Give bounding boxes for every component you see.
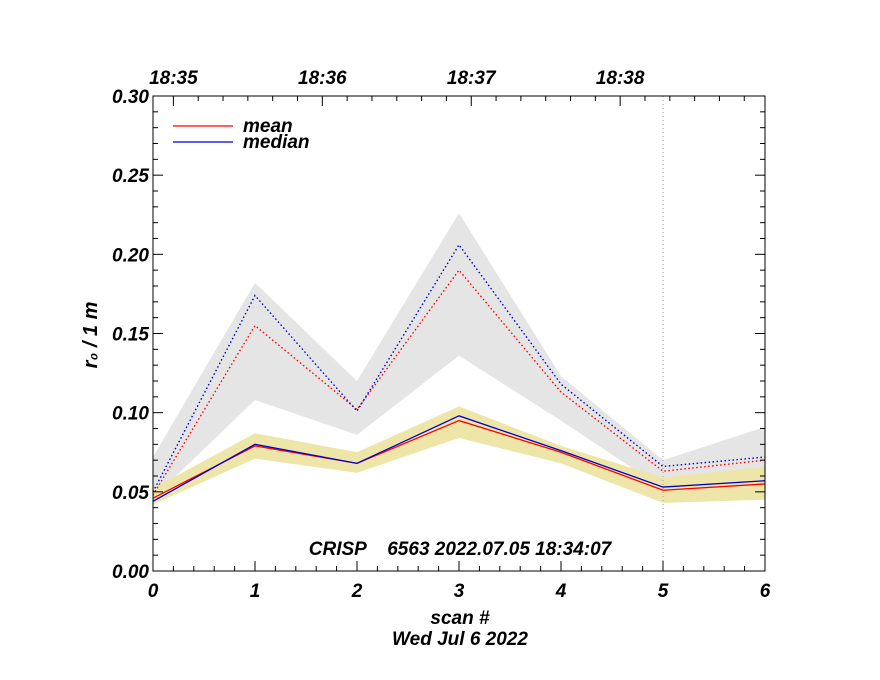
labels-layer: scan # Wed Jul 6 2022 CRISP 6563 2022.07… xyxy=(80,302,613,650)
series-line-1 xyxy=(152,415,766,502)
lines-layer xyxy=(152,243,766,502)
x-tick-label: 0 xyxy=(148,581,159,602)
y-tick-label: 0.30 xyxy=(112,87,149,108)
y-tick-label: 0.10 xyxy=(112,404,149,425)
bands-layer xyxy=(153,213,765,505)
y-tick-label: 0.00 xyxy=(112,562,149,583)
band-solid-spread xyxy=(153,406,765,505)
y-tick-label: 0.05 xyxy=(112,483,149,504)
x-tick-label: 3 xyxy=(454,581,465,602)
y-tick-label: 0.20 xyxy=(112,245,149,266)
y-tick-label: 0.15 xyxy=(112,325,149,346)
top-time-label: 18:35 xyxy=(149,68,198,89)
legend-label-mean: mean xyxy=(243,116,293,137)
x-axis-title: scan # xyxy=(430,608,490,629)
date-label: Wed Jul 6 2022 xyxy=(392,629,528,650)
series-line-0 xyxy=(152,419,766,499)
x-tick-label: 1 xyxy=(250,581,261,602)
x-tick-label: 4 xyxy=(555,581,567,602)
top-time-label: 18:38 xyxy=(596,68,645,89)
x-tick-label: 5 xyxy=(658,581,669,602)
x-tick-label: 6 xyxy=(760,581,771,602)
y-axis-title: r₀ / 1 m xyxy=(80,302,102,369)
legend-label-median: median xyxy=(243,132,310,153)
x-tick-label: 2 xyxy=(351,581,363,602)
axes-layer: 0 1 2 3 4 5 6 0.00 0.05 0.10 0.15 0.20 0.25 0.3018:35… xyxy=(112,68,771,602)
top-time-label: 18:36 xyxy=(298,68,347,89)
y-tick-label: 0.25 xyxy=(112,166,149,187)
series-line-3 xyxy=(152,243,766,493)
band-dotted-spread xyxy=(153,213,765,499)
top-time-label: 18:37 xyxy=(447,68,497,89)
annotation-label: CRISP 6563 2022.07.05 18:34:07 xyxy=(309,539,613,560)
